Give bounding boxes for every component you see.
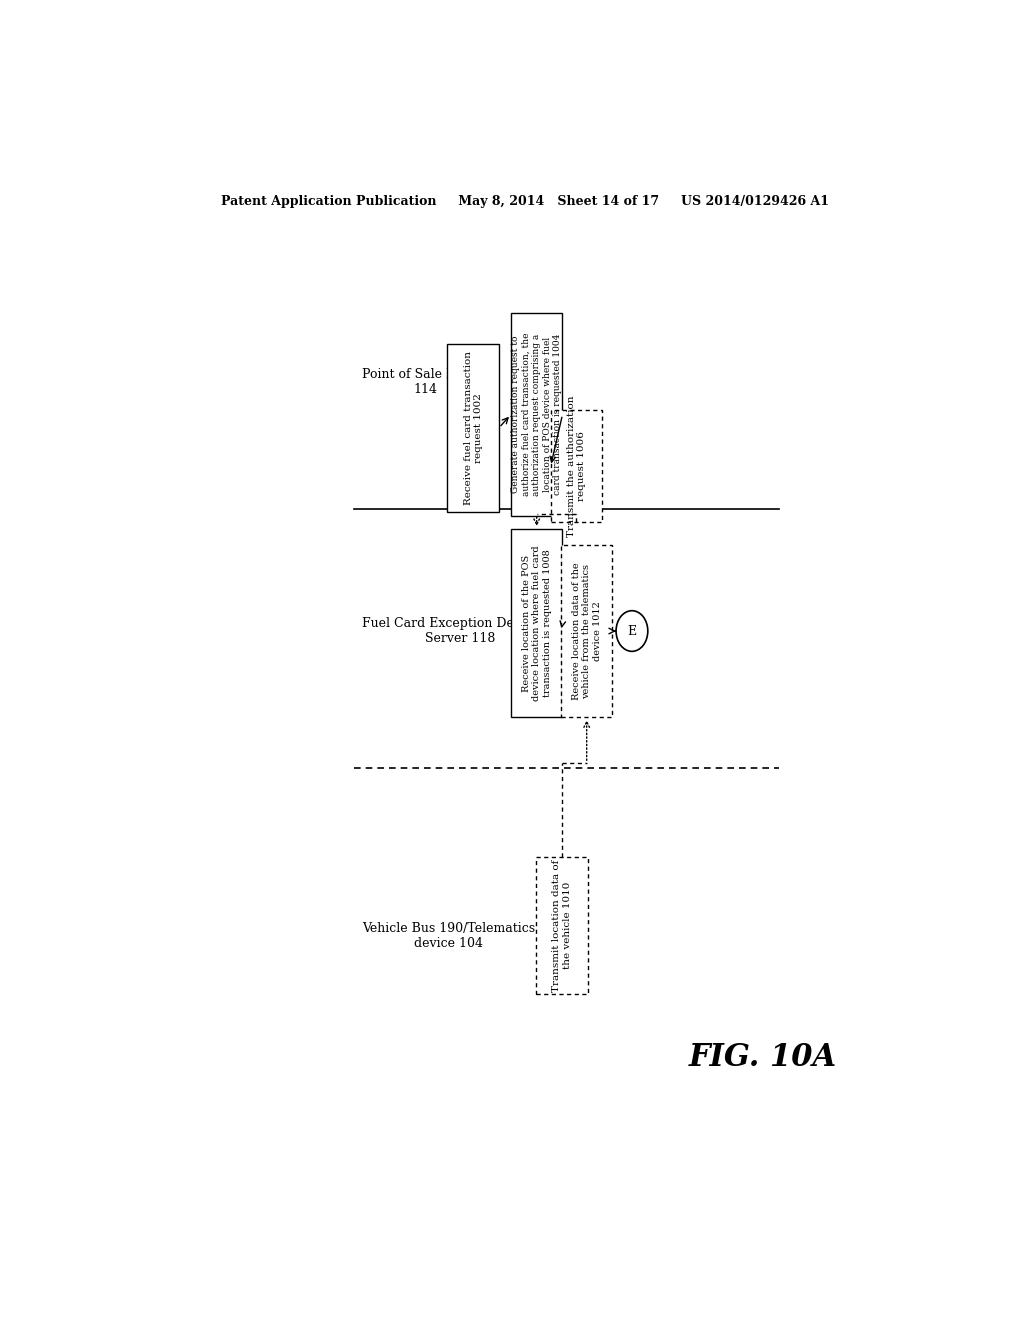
Bar (561, 545, 612, 718)
Bar (537, 857, 588, 994)
Text: Transmit location data of
the vehicle 1010: Transmit location data of the vehicle 10… (552, 859, 571, 991)
Text: Fuel Card Exception Detection
Server 118: Fuel Card Exception Detection Server 118 (362, 616, 558, 645)
Text: Receive location data of the
vehicle from the telematics
device 1012: Receive location data of the vehicle fro… (571, 562, 602, 700)
Text: Transmit the authorization
request 1006: Transmit the authorization request 1006 (566, 396, 586, 537)
Text: Receive fuel card transaction
request 1002: Receive fuel card transaction request 10… (464, 351, 483, 504)
Text: E: E (628, 624, 637, 638)
Text: Patent Application Publication     May 8, 2014   Sheet 14 of 17     US 2014/0129: Patent Application Publication May 8, 20… (221, 194, 828, 207)
Text: Generate authorization request to
authorize fuel card transaction, the
authoriza: Generate authorization request to author… (511, 333, 562, 496)
Bar (447, 345, 499, 512)
Text: Vehicle Bus 190/Telematics
device 104: Vehicle Bus 190/Telematics device 104 (362, 921, 536, 950)
Bar (511, 313, 562, 516)
Text: FIG. 10A: FIG. 10A (689, 1043, 837, 1073)
Bar (551, 411, 602, 523)
Text: Receive location of the POS
device location where fuel card
transaction is reque: Receive location of the POS device locat… (522, 545, 552, 701)
Text: Point of Sale Device
114: Point of Sale Device 114 (362, 368, 489, 396)
Bar (511, 529, 562, 717)
